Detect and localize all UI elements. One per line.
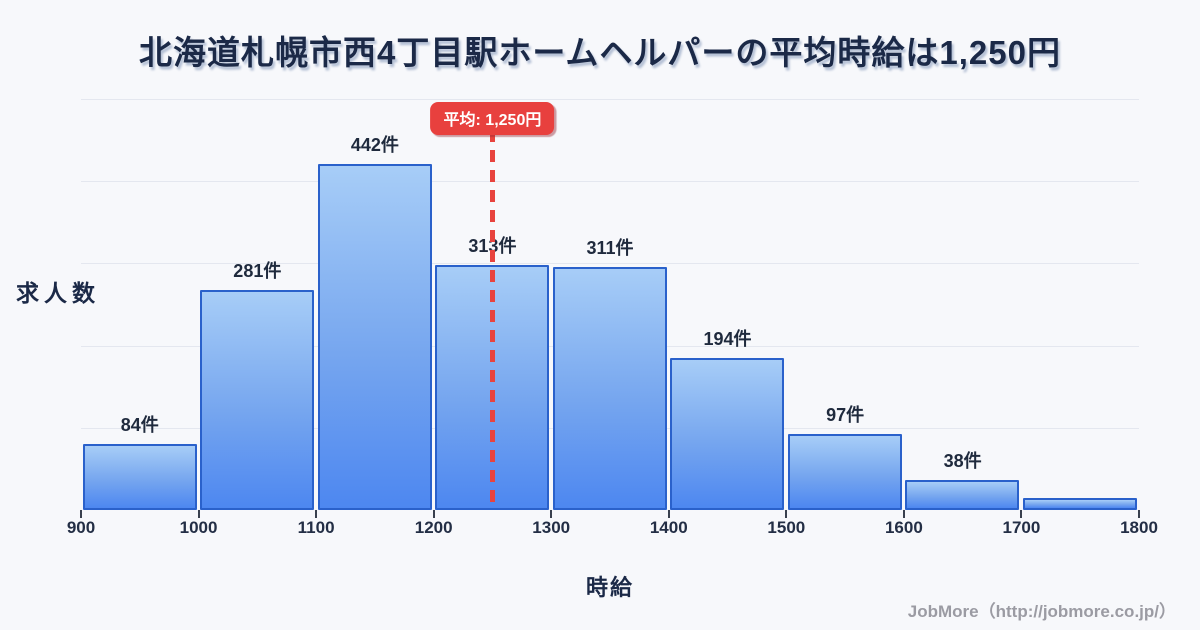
bar	[552, 267, 667, 510]
bar-label: 97件	[826, 405, 865, 425]
page-title: 北海道札幌市西4丁目駅ホームヘルパーの平均時給は1,250円	[139, 34, 1061, 71]
x-tick-label: 1300	[532, 518, 571, 537]
bar	[1022, 498, 1137, 510]
x-tick-label: 1800	[1120, 518, 1158, 537]
bar-label: 38件	[943, 451, 982, 471]
x-tick	[1020, 510, 1023, 518]
plot-area: 84件281件442件313件311件194件97件38件	[81, 99, 1139, 510]
x-tick-label: 1200	[414, 518, 453, 537]
x-tick	[550, 510, 553, 518]
bar-label: 281件	[233, 261, 282, 281]
x-tick-label: 1000	[179, 518, 218, 537]
x-tick	[315, 510, 318, 518]
gridline	[81, 99, 1139, 100]
average-line	[489, 130, 495, 510]
x-tick-label: 900	[66, 518, 96, 537]
x-tick	[197, 510, 200, 518]
x-axis-label: 時給	[585, 575, 634, 600]
bar	[200, 290, 315, 510]
x-tick-label: 1400	[649, 518, 688, 537]
gridline	[81, 263, 1139, 265]
x-tick	[80, 510, 82, 518]
bar-label: 84件	[120, 415, 159, 435]
x-tick	[902, 510, 905, 518]
x-tick-label: 1500	[767, 518, 806, 537]
average-badge: 平均: 1,250円	[430, 102, 555, 135]
bar-label: 194件	[703, 329, 752, 349]
gridline	[81, 181, 1139, 183]
bar-label: 442件	[350, 135, 399, 155]
x-tick	[785, 510, 788, 518]
bar-label: 311件	[586, 238, 634, 258]
x-tick-label: 1600	[884, 518, 923, 537]
bar	[670, 358, 785, 510]
y-axis-label: 求人数	[16, 280, 100, 306]
x-tick-label: 1100	[297, 518, 335, 537]
bar	[787, 434, 902, 510]
x-tick	[667, 510, 670, 518]
bar	[905, 480, 1020, 510]
x-tick	[432, 510, 435, 518]
bar	[317, 164, 432, 510]
x-tick	[1138, 510, 1140, 518]
x-tick-label: 1700	[1002, 518, 1041, 537]
bar	[82, 444, 197, 510]
footer-credit: JobMore（http://jobmore.co.jp/）	[907, 602, 1176, 621]
